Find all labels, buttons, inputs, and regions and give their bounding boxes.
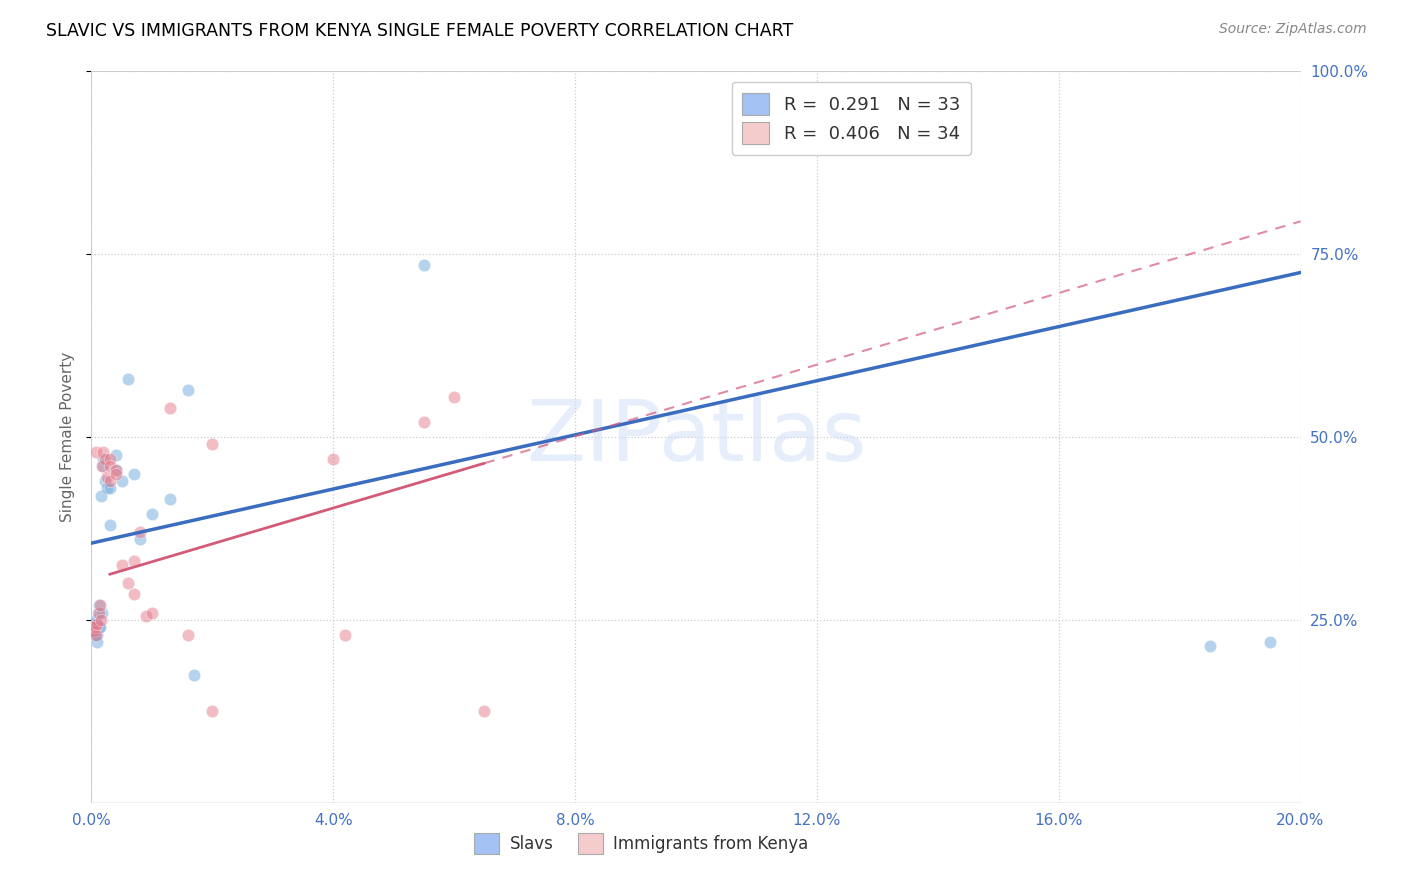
Point: [89, 620, 111, 634]
Point: [90, 489, 112, 503]
Point: [122, 587, 145, 601]
Point: [122, 467, 145, 481]
Point: [201, 705, 224, 719]
Point: [322, 452, 344, 467]
Point: [177, 627, 200, 641]
Point: [104, 448, 127, 462]
Point: [87, 606, 110, 620]
Point: [1260, 635, 1282, 649]
Point: [177, 383, 200, 397]
Point: [104, 463, 127, 477]
Point: [83, 624, 105, 638]
Point: [84, 616, 107, 631]
Point: [91, 459, 114, 474]
Point: [82, 616, 104, 631]
Point: [159, 492, 181, 507]
Point: [472, 705, 495, 719]
Point: [117, 576, 139, 591]
Point: [201, 437, 224, 451]
Legend: Slavs, Immigrants from Kenya: Slavs, Immigrants from Kenya: [468, 827, 815, 860]
Point: [1198, 639, 1220, 653]
Point: [87, 606, 110, 620]
Point: [93, 474, 115, 488]
Point: [104, 463, 127, 477]
Point: [141, 606, 163, 620]
Text: SLAVIC VS IMMIGRANTS FROM KENYA SINGLE FEMALE POVERTY CORRELATION CHART: SLAVIC VS IMMIGRANTS FROM KENYA SINGLE F…: [46, 22, 793, 40]
Point: [335, 627, 357, 641]
Point: [117, 371, 139, 385]
Point: [86, 616, 108, 631]
Point: [104, 467, 127, 481]
Point: [83, 620, 105, 634]
Point: [93, 459, 115, 474]
Point: [98, 474, 121, 488]
Point: [89, 599, 111, 613]
Point: [84, 620, 107, 634]
Point: [98, 452, 121, 467]
Point: [83, 624, 105, 638]
Point: [128, 533, 150, 547]
Point: [98, 517, 121, 532]
Point: [90, 613, 112, 627]
Point: [87, 620, 110, 634]
Point: [93, 444, 115, 458]
Point: [98, 459, 121, 474]
Y-axis label: Single Female Poverty: Single Female Poverty: [60, 352, 76, 522]
Point: [111, 558, 132, 573]
Point: [84, 444, 107, 458]
Point: [84, 627, 107, 641]
Point: [84, 613, 107, 627]
Point: [93, 452, 115, 467]
Point: [135, 609, 157, 624]
Point: [93, 452, 115, 467]
Point: [413, 416, 436, 430]
Point: [86, 635, 108, 649]
Point: [122, 554, 145, 568]
Point: [90, 606, 112, 620]
Point: [159, 401, 181, 415]
Point: [183, 667, 205, 681]
Point: [96, 481, 118, 495]
Point: [98, 481, 121, 495]
Text: ZIPatlas: ZIPatlas: [526, 395, 866, 479]
Point: [86, 627, 108, 641]
Text: Source: ZipAtlas.com: Source: ZipAtlas.com: [1219, 22, 1367, 37]
Point: [89, 599, 111, 613]
Point: [128, 525, 150, 540]
Point: [84, 627, 107, 641]
Point: [141, 507, 163, 521]
Point: [443, 390, 465, 404]
Point: [96, 470, 118, 484]
Point: [82, 620, 104, 634]
Point: [111, 474, 132, 488]
Point: [413, 258, 436, 272]
